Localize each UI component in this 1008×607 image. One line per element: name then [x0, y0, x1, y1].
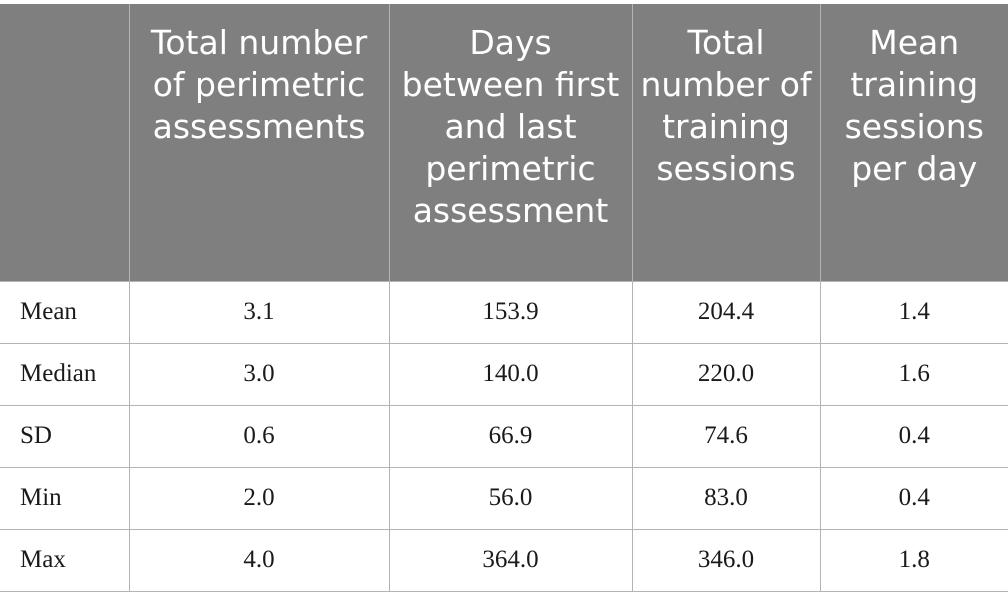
- table-cell: 4.0: [128, 528, 390, 592]
- table-row-max: Max 4.0 364.0 346.0 1.8: [0, 528, 1008, 592]
- table-cell: 140.0: [388, 342, 633, 406]
- table-cell: 220.0: [631, 342, 821, 406]
- table-cell: 346.0: [631, 528, 821, 592]
- table-cell: 204.4: [631, 280, 821, 344]
- table-cell: 0.4: [819, 466, 1008, 530]
- table-cell: 1.4: [819, 280, 1008, 344]
- table-cell: 2.0: [128, 466, 390, 530]
- table-cell: 56.0: [388, 466, 633, 530]
- table-cell: 74.6: [631, 404, 821, 468]
- table-cell: 3.1: [128, 280, 390, 344]
- header-cell-empty: [0, 4, 130, 281]
- table-cell: 66.9: [388, 404, 633, 468]
- header-days-between-assessments: Days between first and last perimetric a…: [388, 4, 633, 281]
- row-label: Max: [0, 528, 130, 592]
- row-label: Min: [0, 466, 130, 530]
- row-label: Mean: [0, 280, 130, 344]
- header-mean-sessions-per-day: Mean training sessions per day: [819, 4, 1008, 281]
- table-cell: 3.0: [128, 342, 390, 406]
- row-label: Median: [0, 342, 130, 406]
- header-row: Total number of perimetric assessments D…: [0, 4, 1008, 281]
- table-cell: 1.8: [819, 528, 1008, 592]
- table-cell: 0.4: [819, 404, 1008, 468]
- table-row-sd: SD 0.6 66.9 74.6 0.4: [0, 404, 1008, 468]
- table-cell: 153.9: [388, 280, 633, 344]
- table-row-median: Median 3.0 140.0 220.0 1.6: [0, 342, 1008, 406]
- table-cell: 364.0: [388, 528, 633, 592]
- table-cell: 0.6: [128, 404, 390, 468]
- table-row-mean: Mean 3.1 153.9 204.4 1.4: [0, 280, 1008, 344]
- table-header: Total number of perimetric assessments D…: [0, 4, 1008, 281]
- table-cell: 1.6: [819, 342, 1008, 406]
- statistics-table: Total number of perimetric assessments D…: [0, 4, 1008, 592]
- row-label: SD: [0, 404, 130, 468]
- table-cell: 83.0: [631, 466, 821, 530]
- table-row-min: Min 2.0 56.0 83.0 0.4: [0, 466, 1008, 530]
- header-total-training-sessions: Total number of training sessions: [631, 4, 821, 281]
- header-total-perimetric-assessments: Total number of perimetric assessments: [128, 4, 390, 281]
- table-body: Mean 3.1 153.9 204.4 1.4 Median 3.0 140.…: [0, 280, 1008, 592]
